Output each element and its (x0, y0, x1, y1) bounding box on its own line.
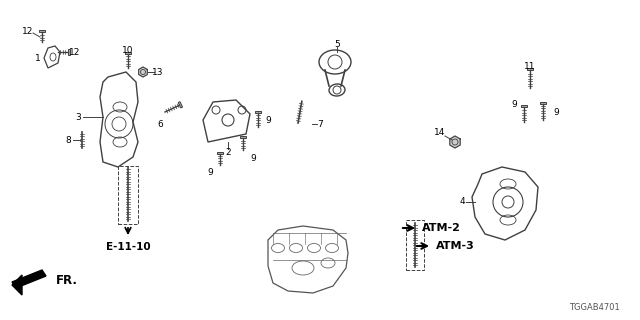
Text: 6: 6 (157, 119, 163, 129)
Polygon shape (68, 49, 70, 55)
Text: TGGAB4701: TGGAB4701 (569, 303, 620, 313)
Bar (118, 166, 138, 224)
Text: E-11-10: E-11-10 (106, 242, 150, 252)
Text: 12: 12 (22, 27, 34, 36)
Polygon shape (125, 52, 131, 54)
Text: 11: 11 (524, 61, 536, 70)
Polygon shape (527, 68, 533, 70)
Bar (406, 220, 424, 270)
Polygon shape (139, 67, 147, 77)
Text: 9: 9 (250, 154, 256, 163)
Text: FR.: FR. (56, 274, 78, 286)
Text: 7: 7 (317, 119, 323, 129)
Text: 1: 1 (35, 53, 41, 62)
Text: ATM-2: ATM-2 (422, 223, 461, 233)
Text: 10: 10 (122, 45, 134, 54)
Text: 2: 2 (225, 148, 231, 156)
Text: 5: 5 (334, 39, 340, 49)
Text: 12: 12 (69, 47, 81, 57)
Text: 9: 9 (511, 100, 517, 108)
Text: 9: 9 (207, 167, 213, 177)
Polygon shape (450, 136, 460, 148)
Text: 3: 3 (75, 113, 81, 122)
Polygon shape (12, 275, 22, 295)
Text: 9: 9 (265, 116, 271, 124)
Text: ATM-3: ATM-3 (436, 241, 475, 251)
Polygon shape (178, 102, 182, 108)
Polygon shape (217, 152, 223, 154)
Polygon shape (39, 30, 45, 32)
Text: 14: 14 (435, 127, 445, 137)
Polygon shape (255, 111, 261, 113)
Text: 4: 4 (459, 197, 465, 206)
Polygon shape (540, 102, 546, 104)
Polygon shape (240, 136, 246, 138)
Polygon shape (12, 270, 46, 288)
Polygon shape (521, 105, 527, 107)
Text: 8: 8 (65, 135, 71, 145)
Text: 13: 13 (152, 68, 164, 76)
Text: 9: 9 (553, 108, 559, 116)
